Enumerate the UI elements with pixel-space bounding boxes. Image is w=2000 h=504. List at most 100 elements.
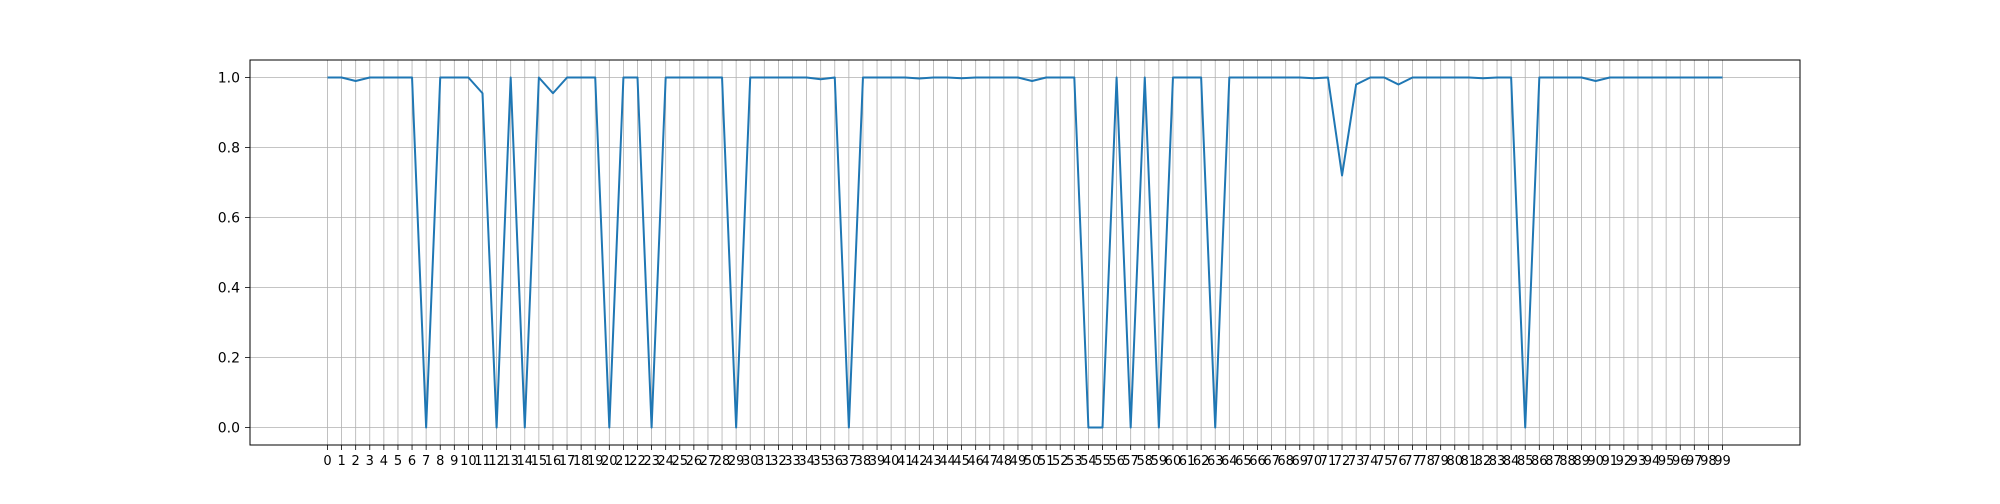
x-tick-label: 85	[1517, 454, 1534, 469]
x-tick-label: 6	[408, 454, 416, 469]
x-tick-label: 26	[686, 454, 703, 469]
x-tick-label: 3	[366, 454, 374, 469]
x-tick-label: 45	[953, 454, 970, 469]
x-tick-label: 29	[728, 454, 745, 469]
grid-layer	[250, 60, 1800, 445]
x-tick-label: 14	[516, 454, 533, 469]
x-tick-label: 15	[531, 454, 548, 469]
x-tick-label: 17	[559, 454, 576, 469]
x-tick-label: 58	[1136, 454, 1153, 469]
series-layer	[327, 76, 1723, 429]
x-tick-label: 46	[967, 454, 984, 469]
x-tick-label: 53	[1066, 454, 1083, 469]
x-tick-label: 88	[1559, 454, 1576, 469]
x-tick-label: 96	[1672, 454, 1689, 469]
x-tick-label: 7	[422, 454, 430, 469]
x-tick-label: 81	[1461, 454, 1478, 469]
x-tick-label: 89	[1573, 454, 1590, 469]
x-tick-label: 48	[996, 454, 1013, 469]
x-tick-label: 91	[1601, 454, 1618, 469]
x-tick-label: 43	[925, 454, 942, 469]
x-tick-label: 13	[502, 454, 519, 469]
x-tick-label: 59	[1151, 454, 1168, 469]
x-tick-label: 52	[1052, 454, 1069, 469]
x-tick-label: 40	[883, 454, 900, 469]
x-tick-label: 11	[474, 454, 491, 469]
x-tick-label: 35	[812, 454, 829, 469]
x-tick-label: 34	[798, 454, 815, 469]
y-tick-label: 0.2	[218, 351, 240, 367]
x-tick-label: 19	[587, 454, 604, 469]
x-tick-label: 56	[1108, 454, 1125, 469]
x-tick-label: 57	[1122, 454, 1139, 469]
x-tick-label: 78	[1418, 454, 1435, 469]
x-tick-label: 32	[770, 454, 787, 469]
x-tick-label: 76	[1390, 454, 1407, 469]
x-tick-label: 80	[1446, 454, 1463, 469]
x-tick-label: 18	[573, 454, 590, 469]
x-tick-label: 93	[1630, 454, 1647, 469]
x-tick-label: 50	[1024, 454, 1041, 469]
x-tick-label: 9	[450, 454, 458, 469]
x-tick-label: 42	[911, 454, 928, 469]
y-tick-label: 0.8	[218, 141, 240, 157]
series-line	[327, 76, 1723, 429]
x-tick-label: 20	[601, 454, 618, 469]
x-tick-label: 77	[1404, 454, 1421, 469]
x-tick-label: 39	[869, 454, 886, 469]
x-tick-label: 61	[1179, 454, 1196, 469]
x-tick-label: 79	[1432, 454, 1449, 469]
x-tick-label: 44	[939, 454, 956, 469]
x-tick-label: 2	[352, 454, 360, 469]
x-tick-label: 65	[1235, 454, 1252, 469]
x-tick-label: 92	[1616, 454, 1633, 469]
x-tick-label: 21	[615, 454, 632, 469]
y-tick-layer: 0.0 0.2 0.4 0.6 0.8 1.0	[218, 71, 250, 437]
x-tick-label: 97	[1686, 454, 1703, 469]
x-tick-label: 60	[1165, 454, 1182, 469]
x-tick-label: 33	[784, 454, 801, 469]
axes-layer	[249, 59, 1801, 446]
x-tick-label: 83	[1489, 454, 1506, 469]
x-tick-label: 23	[643, 454, 660, 469]
x-tick-label: 4	[380, 454, 388, 469]
x-tick-label: 62	[1193, 454, 1210, 469]
x-tick-label: 64	[1221, 454, 1238, 469]
x-tick-label: 74	[1362, 454, 1379, 469]
x-tick-label: 27	[700, 454, 717, 469]
x-tick-label: 95	[1658, 454, 1675, 469]
x-tick-label: 71	[1320, 454, 1337, 469]
x-tick-label: 22	[629, 454, 646, 469]
x-tick-label: 75	[1376, 454, 1393, 469]
x-tick-label: 54	[1080, 454, 1097, 469]
x-tick-label: 69	[1291, 454, 1308, 469]
x-tick-label: 36	[826, 454, 843, 469]
x-tick-label: 41	[897, 454, 914, 469]
plot-frame	[249, 59, 1801, 446]
x-tick-label: 25	[671, 454, 688, 469]
x-tick-label: 37	[841, 454, 858, 469]
x-tick-label: 90	[1587, 454, 1604, 469]
x-tick-label: 68	[1277, 454, 1294, 469]
x-tick-label: 72	[1334, 454, 1351, 469]
x-tick-label: 47	[981, 454, 998, 469]
x-tick-label: 99	[1714, 454, 1731, 469]
x-tick-label: 0	[323, 454, 331, 469]
y-tick-label: 0.6	[218, 211, 240, 227]
x-tick-layer: 0 1 2 3 4 5 6 7 8 9 101112131415161718192021222324…	[323, 445, 1731, 469]
x-tick-label: 10	[460, 454, 477, 469]
x-tick-label: 67	[1263, 454, 1280, 469]
x-tick-label: 49	[1010, 454, 1027, 469]
x-tick-label: 28	[714, 454, 731, 469]
y-tick-label: 1.0	[218, 71, 240, 87]
x-tick-label: 8	[436, 454, 444, 469]
x-tick-label: 38	[855, 454, 872, 469]
x-tick-label: 31	[756, 454, 773, 469]
x-tick-label: 55	[1094, 454, 1111, 469]
y-tick-label: 0.4	[218, 281, 240, 297]
x-tick-label: 5	[394, 454, 402, 469]
x-tick-label: 82	[1475, 454, 1492, 469]
x-tick-label: 70	[1306, 454, 1323, 469]
